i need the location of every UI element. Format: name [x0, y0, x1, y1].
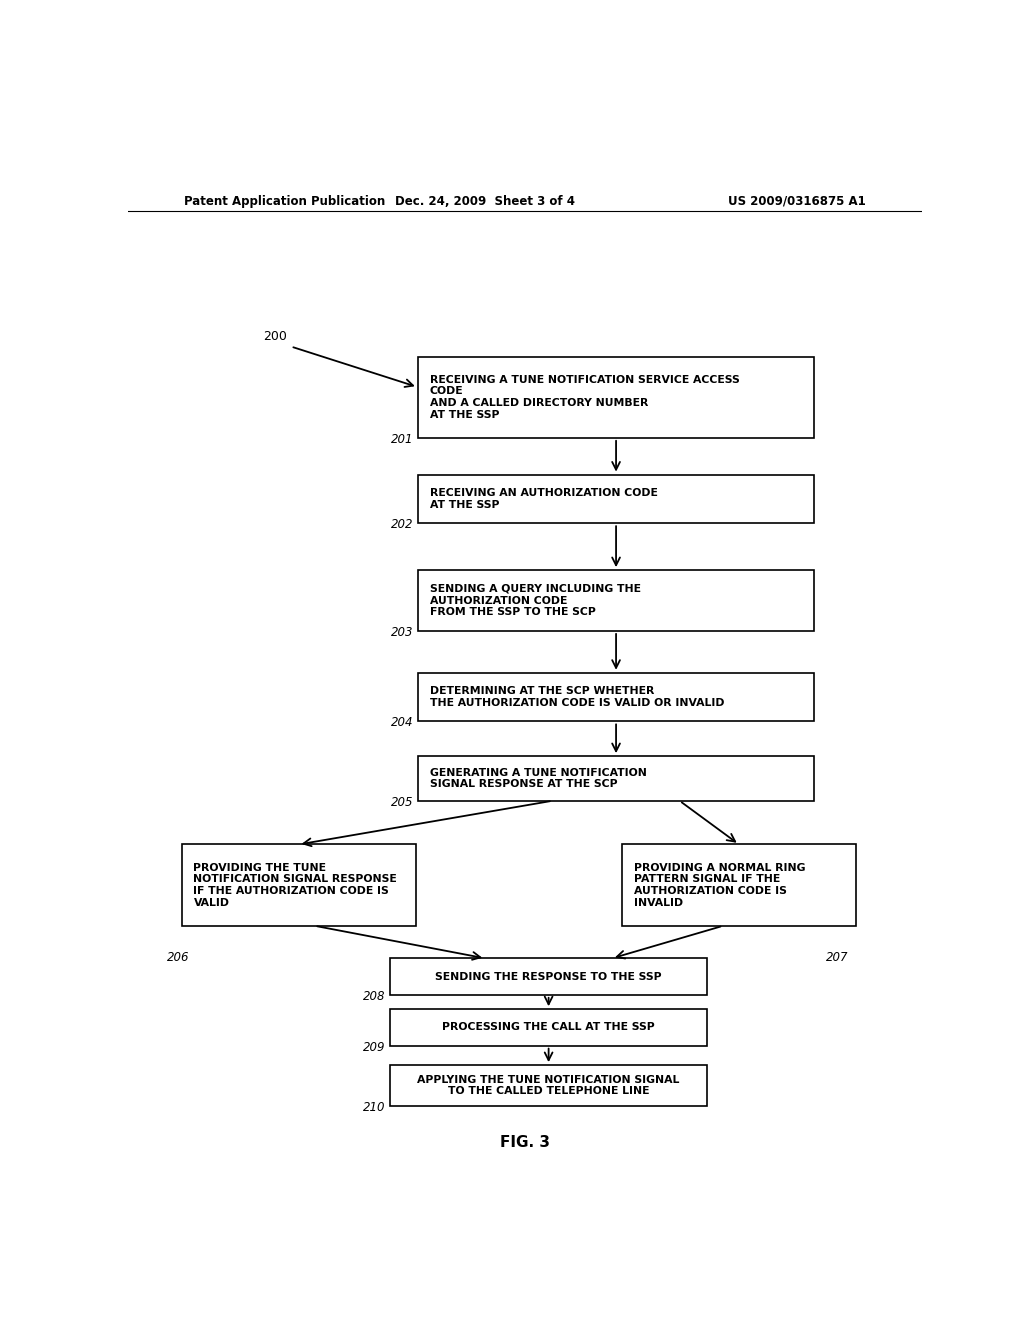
Text: 203: 203 [391, 626, 414, 639]
Text: SENDING A QUERY INCLUDING THE
AUTHORIZATION CODE
FROM THE SSP TO THE SCP: SENDING A QUERY INCLUDING THE AUTHORIZAT… [430, 583, 641, 618]
Text: Patent Application Publication: Patent Application Publication [183, 194, 385, 207]
Text: 200: 200 [263, 330, 287, 343]
Text: SENDING THE RESPONSE TO THE SSP: SENDING THE RESPONSE TO THE SSP [435, 972, 662, 982]
Bar [390, 1008, 708, 1045]
Bar [390, 1065, 708, 1106]
Text: RECEIVING AN AUTHORIZATION CODE
AT THE SSP: RECEIVING AN AUTHORIZATION CODE AT THE S… [430, 488, 657, 510]
Text: 209: 209 [364, 1040, 386, 1053]
Text: 208: 208 [364, 990, 386, 1003]
Text: 201: 201 [391, 433, 414, 446]
Text: PROVIDING THE TUNE
NOTIFICATION SIGNAL RESPONSE
IF THE AUTHORIZATION CODE IS
VAL: PROVIDING THE TUNE NOTIFICATION SIGNAL R… [194, 863, 397, 908]
Text: 202: 202 [391, 519, 414, 531]
Text: US 2009/0316875 A1: US 2009/0316875 A1 [728, 194, 866, 207]
Text: PROCESSING THE CALL AT THE SSP: PROCESSING THE CALL AT THE SSP [442, 1023, 655, 1032]
Text: GENERATING A TUNE NOTIFICATION
SIGNAL RESPONSE AT THE SCP: GENERATING A TUNE NOTIFICATION SIGNAL RE… [430, 768, 646, 789]
Bar [418, 474, 814, 523]
Bar [622, 845, 856, 925]
Bar [390, 958, 708, 995]
Text: RECEIVING A TUNE NOTIFICATION SERVICE ACCESS
CODE
AND A CALLED DIRECTORY NUMBER
: RECEIVING A TUNE NOTIFICATION SERVICE AC… [430, 375, 739, 420]
Bar [418, 570, 814, 631]
Text: 210: 210 [364, 1101, 386, 1114]
Text: 205: 205 [391, 796, 414, 809]
Text: DETERMINING AT THE SCP WHETHER
THE AUTHORIZATION CODE IS VALID OR INVALID: DETERMINING AT THE SCP WHETHER THE AUTHO… [430, 686, 724, 708]
Text: APPLYING THE TUNE NOTIFICATION SIGNAL
TO THE CALLED TELEPHONE LINE: APPLYING THE TUNE NOTIFICATION SIGNAL TO… [418, 1074, 680, 1096]
Text: FIG. 3: FIG. 3 [500, 1135, 550, 1150]
Text: PROVIDING A NORMAL RING
PATTERN SIGNAL IF THE
AUTHORIZATION CODE IS
INVALID: PROVIDING A NORMAL RING PATTERN SIGNAL I… [634, 863, 806, 908]
Bar [418, 673, 814, 722]
Text: 207: 207 [825, 952, 848, 964]
Text: 204: 204 [391, 717, 414, 730]
Text: 206: 206 [167, 952, 189, 964]
Bar [418, 356, 814, 438]
Bar [181, 845, 416, 925]
Bar [418, 756, 814, 801]
Text: Dec. 24, 2009  Sheet 3 of 4: Dec. 24, 2009 Sheet 3 of 4 [395, 194, 575, 207]
